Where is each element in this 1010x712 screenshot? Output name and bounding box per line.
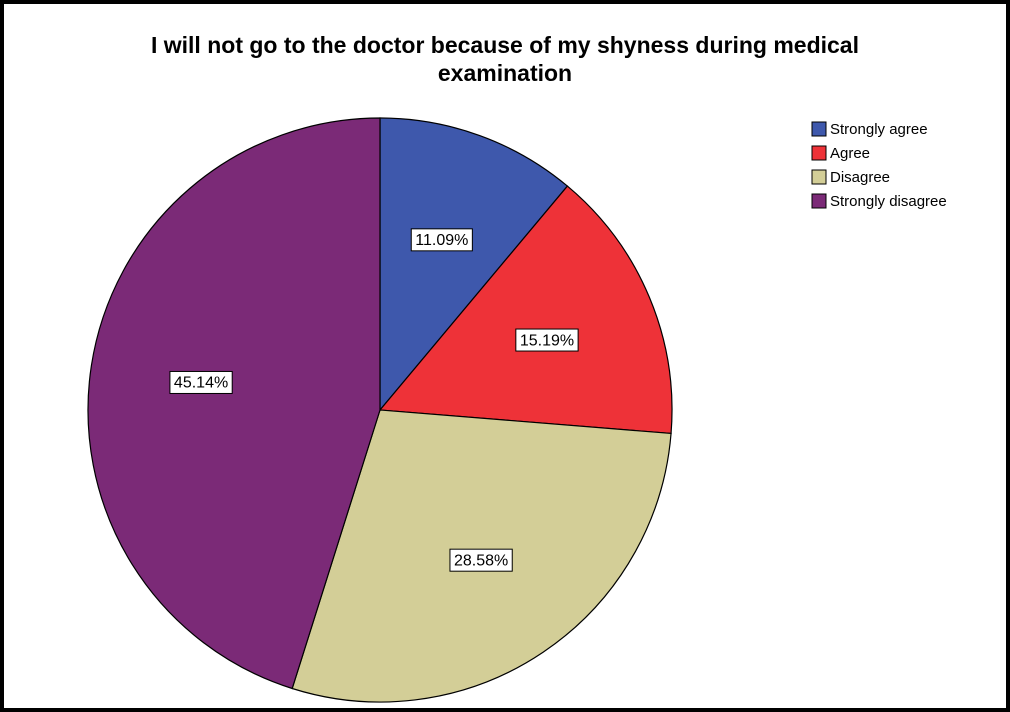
data-label: 11.09% bbox=[415, 232, 468, 249]
legend-swatch bbox=[811, 193, 827, 209]
pie-slice bbox=[378, 185, 673, 435]
chart-title: I will not go to the doctor because of m… bbox=[151, 32, 859, 58]
legend-label: Disagree bbox=[830, 169, 890, 186]
legend-label: Strongly disagree bbox=[830, 193, 947, 210]
legend-label: Agree bbox=[830, 145, 870, 162]
legend-swatch bbox=[811, 169, 827, 185]
data-label-box bbox=[449, 548, 513, 572]
data-label-box bbox=[410, 228, 473, 252]
legend-swatch bbox=[811, 145, 827, 161]
legend-label: Strongly agree bbox=[830, 121, 928, 138]
data-label: 45.14% bbox=[174, 375, 228, 392]
pie-slice bbox=[87, 117, 381, 690]
chart-title: examination bbox=[438, 60, 572, 86]
pie-slice bbox=[379, 117, 569, 412]
data-label: 15.19% bbox=[520, 332, 574, 349]
data-label-box bbox=[169, 370, 233, 394]
data-label: 28.58% bbox=[454, 552, 508, 569]
data-label-box bbox=[515, 328, 579, 352]
legend-swatch bbox=[811, 121, 827, 137]
